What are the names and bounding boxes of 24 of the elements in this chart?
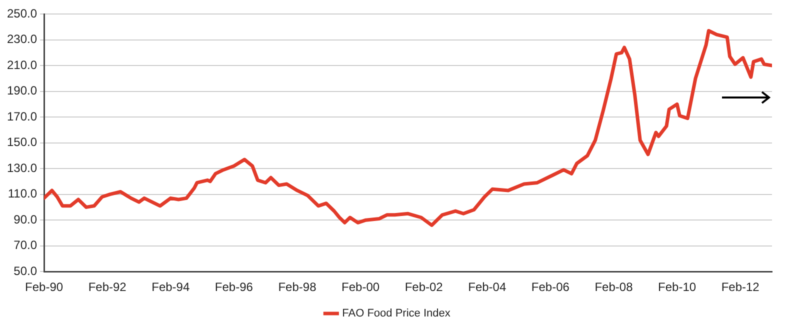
x-tick-label: Feb-98 (278, 280, 317, 294)
y-tick-label: 110.0 (8, 186, 38, 201)
x-tick-label: Feb-12 (721, 280, 760, 294)
y-tick-label: 250.0 (7, 6, 38, 20)
y-tick-label: 50.0 (14, 264, 38, 278)
y-tick-label: 230.0 (7, 32, 38, 46)
x-tick-label: Feb-94 (152, 280, 190, 294)
x-tick-label: Feb-04 (468, 280, 506, 294)
x-tick-label: Feb-08 (594, 280, 634, 294)
x-tick-label: Feb-96 (214, 280, 254, 294)
y-tick-label: 70.0 (14, 238, 38, 252)
x-tick-label: Feb-00 (342, 280, 380, 294)
legend-label: FAO Food Price Index (342, 308, 451, 320)
y-tick-label: 170.0 (7, 109, 38, 124)
y-tick-label: 190.0 (7, 84, 38, 98)
y-tick-label: 150.0 (7, 135, 38, 150)
y-tick-label: 210.0 (7, 58, 38, 72)
x-tick-label: Feb-10 (658, 280, 696, 294)
x-tick-label: Feb-02 (404, 280, 444, 294)
x-tick-label: Feb-06 (531, 280, 570, 294)
x-tick-label: Feb-90 (25, 280, 64, 294)
y-tick-label: 90.0 (14, 212, 38, 226)
y-tick-label: 130.0 (7, 160, 38, 175)
x-tick-label: Feb-92 (88, 280, 127, 294)
